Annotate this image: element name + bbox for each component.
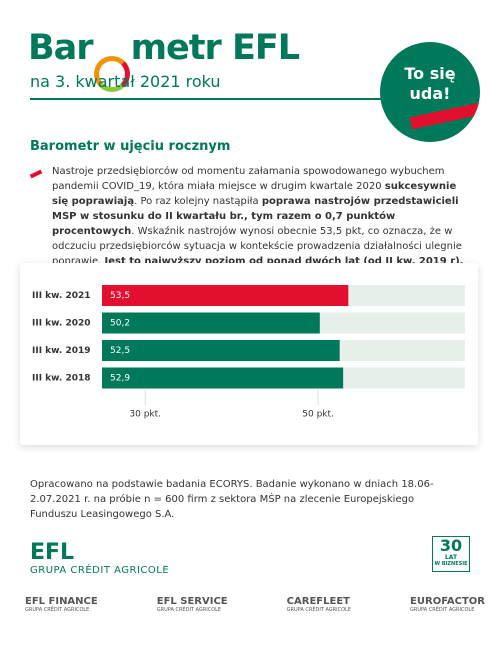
partner-name: EUROFACTOR: [410, 596, 485, 607]
value-label: 52,9: [110, 374, 130, 384]
paragraph-segment: sukcesywnie się poprawiają: [52, 181, 457, 207]
partner-sub: GRUPA CRÉDIT AGRICOLE: [156, 607, 222, 613]
anniv-num: 30: [439, 536, 463, 555]
value-label: 50,2: [110, 319, 130, 329]
partner-sub: GRUPA CRÉDIT AGRICOLE: [286, 607, 352, 613]
paragraph: Nastroje przedsiębiorców od momentu zała…: [52, 164, 472, 269]
paragraph-segment: poprawa nastrojów przedstawicieli MSP w …: [52, 196, 459, 237]
category-label: III kw. 2020: [32, 319, 91, 329]
bar: [102, 285, 349, 306]
badge-line: uda!: [409, 84, 451, 103]
rule: [30, 98, 383, 100]
logo-sub: GRUPA CRÉDIT AGRICOLE: [30, 565, 170, 576]
logo-name: EFL: [30, 540, 75, 565]
dash: [29, 169, 43, 179]
anniversary: 30 LAT W BIZNESIE: [432, 536, 470, 572]
partner-logo: EFL FINANCE GRUPA CRÉDIT AGRICOLE: [25, 596, 98, 613]
bar: [102, 312, 320, 334]
anniv-text: LAT: [444, 554, 458, 561]
bar: [102, 367, 344, 389]
section-title: Barometr w ujęciu rocznym: [30, 139, 231, 154]
value-label: 53,5: [110, 291, 130, 301]
title-part: O: [93, 56, 130, 92]
subtitle: na 3. kwartał 2021 roku: [30, 72, 221, 91]
partner-logo: EFL SERVICE GRUPA CRÉDIT AGRICOLE: [157, 596, 228, 613]
note: Opracowano na podstawie badania ECORYS. …: [30, 479, 434, 520]
partner-sub: GRUPA CRÉDIT AGRICOLE: [25, 607, 90, 613]
logo: EFL GRUPA CRÉDIT AGRICOLE: [30, 540, 169, 576]
category-label: III kw. 2021: [32, 291, 91, 301]
partner-name: CAREFLEET: [286, 596, 350, 607]
paragraph-segment: . Po raz kolejny nastąpiła: [134, 196, 262, 207]
x-tick-label: 30 pkt.: [129, 410, 161, 420]
anniv-text: W BIZNESIE: [434, 561, 468, 567]
badge: To się uda!: [380, 42, 480, 142]
paragraph-segment: Jest to najwyższy poziom od ponad dwóch …: [104, 256, 464, 267]
partners: EFL FINANCE GRUPA CRÉDIT AGRICOLE EFL SERV…: [25, 596, 485, 613]
badge-line: To się: [404, 64, 456, 83]
category-label: III kw. 2018: [32, 374, 91, 384]
bar: [102, 340, 340, 361]
partner-name: EFL FINANCE: [25, 596, 98, 607]
paragraph-segment: Nastroje przedsiębiorców od momentu zała…: [52, 166, 445, 192]
chart: 30 pkt. 50 pkt. III kw. 2021 53,5 III kw. 20…: [32, 285, 465, 420]
title-part: metr EFL: [130, 28, 301, 68]
ribbon: [409, 98, 480, 130]
partner-logo: EUROFACTOR GRUPA CRÉDIT AGRICOLE: [410, 596, 485, 613]
partner-sub: GRUPA CRÉDIT AGRICOLE: [410, 607, 475, 613]
title: BarOmetr EFL: [28, 28, 301, 92]
category-label: III kw. 2019: [32, 346, 91, 356]
paragraph-segment: . Wskaźnik nastrojów wynosi obecnie 53,5…: [52, 226, 462, 267]
value-label: 52,5: [110, 346, 130, 356]
x-tick-label: 50 pkt.: [302, 410, 334, 420]
partner-logo: CAREFLEET GRUPA CRÉDIT AGRICOLE: [287, 596, 351, 613]
partner-name: EFL SERVICE: [156, 596, 228, 607]
title-part: Bar: [28, 28, 94, 68]
